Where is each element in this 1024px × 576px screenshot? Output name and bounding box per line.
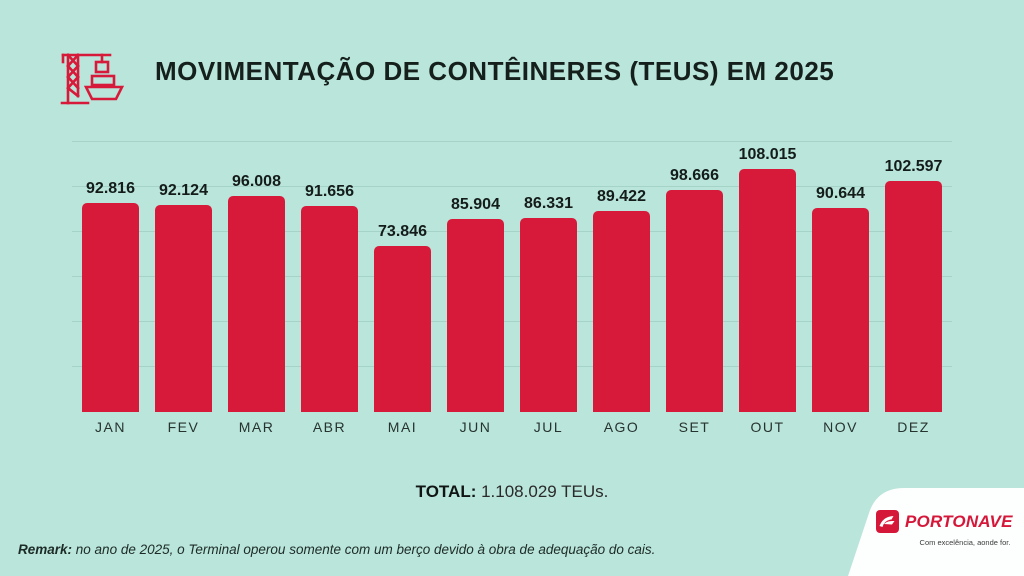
crane-ship-icon	[58, 46, 126, 108]
bar-nov	[812, 208, 869, 412]
bar-value-label: 90.644	[816, 185, 865, 202]
brand-tagline: Com excelência, aonde for.	[919, 538, 1011, 547]
bar-value-label: 91.656	[305, 183, 354, 200]
gridline	[72, 366, 952, 367]
bar-value-label: 108.015	[738, 146, 797, 163]
portonave-logo: PORTONAVE	[876, 510, 1013, 533]
bar-value-label: 102.597	[884, 158, 943, 175]
page-title: MOVIMENTAÇÃO DE CONTÊINERES (TEUS) EM 20…	[155, 56, 835, 86]
bar-column-set: 98.666	[666, 167, 723, 412]
gridline	[72, 231, 952, 232]
x-tick-set: SET	[678, 419, 711, 435]
bar-value-label: 92.816	[86, 180, 135, 197]
bar-mai	[374, 246, 431, 412]
bar-column-dez: 102.597	[885, 158, 942, 412]
x-tick-fev: FEV	[167, 419, 200, 435]
remark-text: no ano de 2025, o Terminal operou soment…	[72, 542, 656, 557]
x-tick-nov: NOV	[823, 419, 858, 435]
bar-column-nov: 90.644	[812, 185, 869, 412]
bar-ago	[593, 211, 650, 412]
bar-jul	[520, 218, 577, 412]
gridline	[72, 186, 952, 187]
bar-value-label: 96.008	[232, 173, 281, 190]
bar-value-label: 73.846	[378, 223, 427, 240]
bar-jan	[82, 203, 139, 412]
x-tick-out: OUT	[750, 419, 785, 435]
bar-value-label: 92.124	[159, 182, 208, 199]
bar-fev	[155, 205, 212, 412]
bar-value-label: 85.904	[451, 196, 500, 213]
plot-area: 92.816 92.124 96.008 91.656 73.846 85.904 86.3…	[72, 141, 952, 412]
gridline	[72, 141, 952, 142]
bar-column-fev: 92.124	[155, 182, 212, 412]
ship-swoosh-icon	[876, 510, 899, 533]
x-tick-abr: ABR	[312, 419, 347, 435]
bar-abr	[301, 206, 358, 412]
x-tick-mar: MAR	[238, 419, 275, 435]
x-tick-dez: DEZ	[897, 419, 930, 435]
bar-mar	[228, 196, 285, 412]
bar-column-out: 108.015	[739, 146, 796, 412]
brand-corner: PORTONAVE Com excelência, aonde for.	[824, 486, 1024, 576]
bar-column-jun: 85.904	[447, 196, 504, 412]
bars-container: 92.816 92.124 96.008 91.656 73.846 85.904 86.3…	[82, 142, 942, 412]
total-line: TOTAL: 1.108.029 TEUs.	[0, 482, 1024, 502]
gridline	[72, 276, 952, 277]
remark-line: Remark: no ano de 2025, o Terminal opero…	[18, 542, 828, 557]
bar-column-abr: 91.656	[301, 183, 358, 412]
x-tick-mai: MAI	[387, 419, 418, 435]
remark-label: Remark:	[18, 542, 73, 557]
bar-value-label: 89.422	[597, 188, 646, 205]
bar-dez	[885, 181, 942, 412]
bar-column-jul: 86.331	[520, 195, 577, 412]
total-value: 1.108.029 TEUs.	[476, 482, 609, 501]
x-tick-jul: JUL	[533, 419, 564, 435]
x-tick-jun: JUN	[459, 419, 492, 435]
bar-jun	[447, 219, 504, 412]
bar-out	[739, 169, 796, 412]
bar-column-mar: 96.008	[228, 173, 285, 412]
bar-column-mai: 73.846	[374, 223, 431, 412]
gridline	[72, 321, 952, 322]
x-tick-ago: AGO	[603, 419, 640, 435]
bar-column-ago: 89.422	[593, 188, 650, 412]
bar-set	[666, 190, 723, 412]
brand-name: PORTONAVE	[905, 511, 1013, 531]
x-axis-labels: JAN FEV MAR ABR MAI JUN JUL AGO SET OUT NOV DEZ	[82, 419, 942, 435]
bar-value-label: 86.331	[524, 195, 573, 212]
bar-column-jan: 92.816	[82, 180, 139, 412]
x-tick-jan: JAN	[95, 419, 126, 435]
bar-value-label: 98.666	[670, 167, 719, 184]
total-label: TOTAL:	[415, 482, 477, 501]
